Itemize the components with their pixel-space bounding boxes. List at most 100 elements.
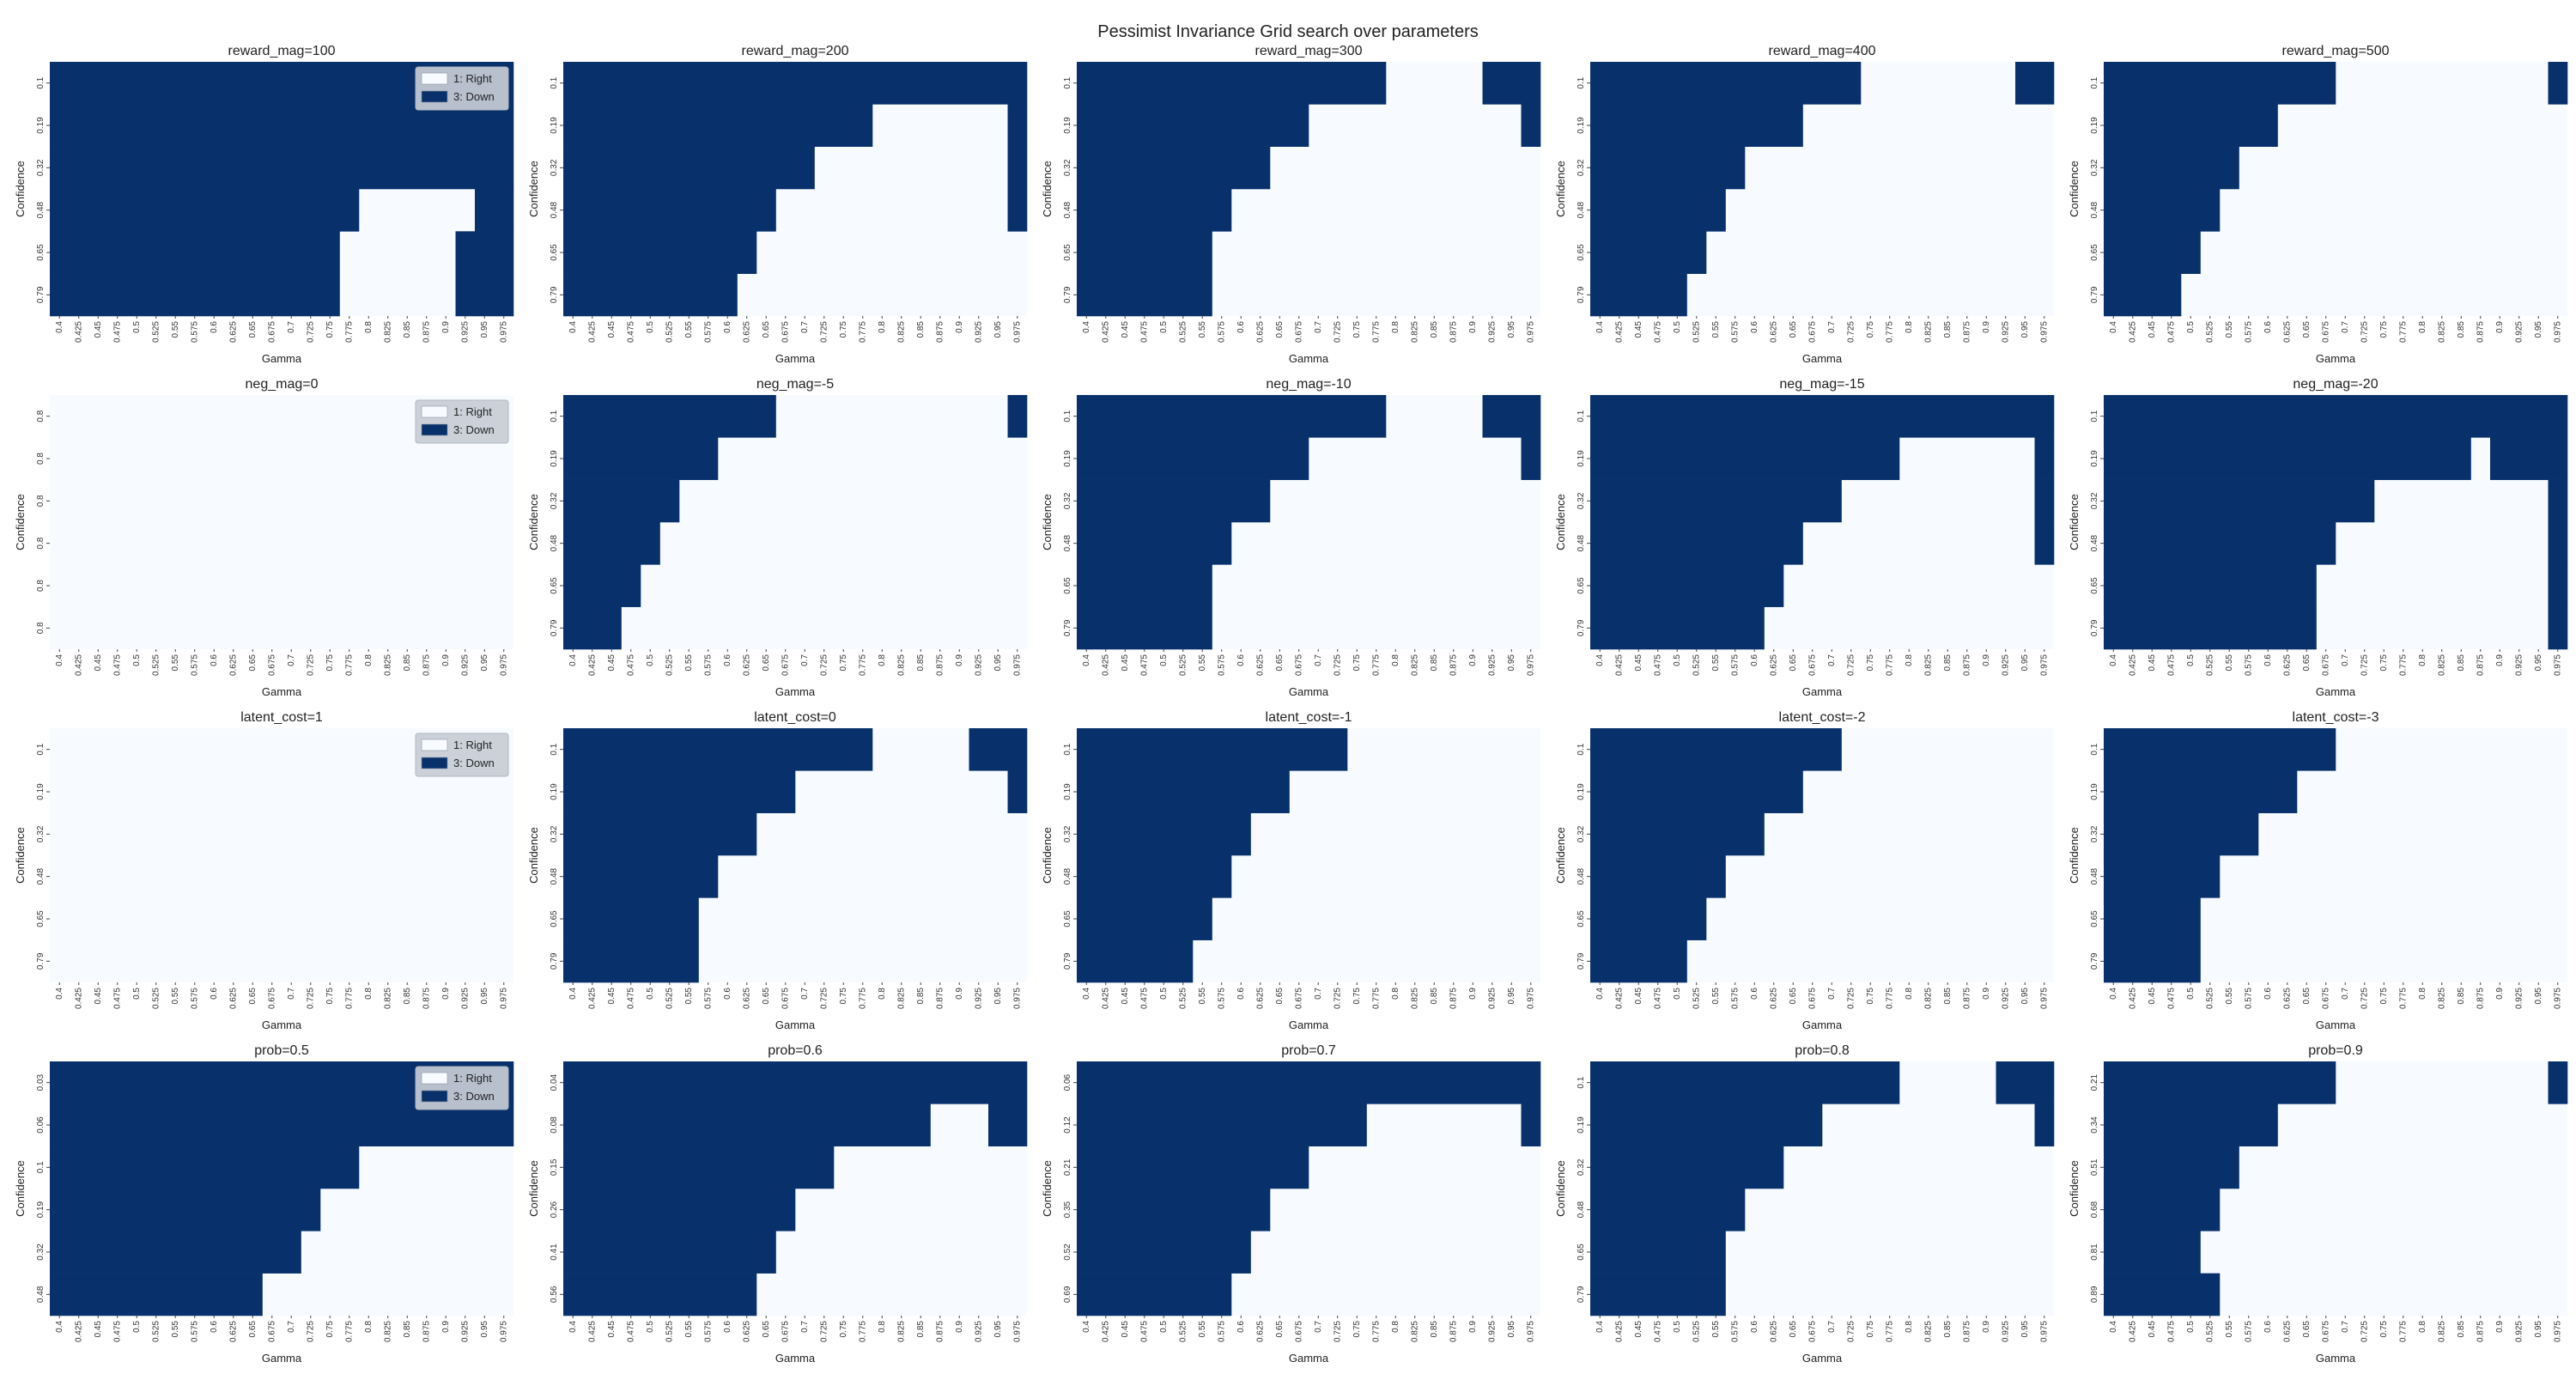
x-tick-label: 0.875 [2476, 988, 2485, 1009]
x-tick-label: 0.9 [1982, 654, 1991, 666]
x-tick-label: 0.825 [1410, 988, 1419, 1009]
y-tick-label: 0.32 [2090, 159, 2099, 176]
y-tick-label: 0.35 [1063, 1201, 1072, 1218]
x-tick-label: 0.45 [94, 1321, 103, 1338]
heatmap-cell-down [1590, 1103, 1823, 1146]
heatmap-cell-down [563, 1103, 931, 1146]
x-tick-label: 0.575 [1217, 654, 1226, 676]
x-tick-label: 0.85 [1430, 321, 1439, 338]
y-tick-label: 0.79 [1577, 1286, 1586, 1303]
x-tick-label: 0.725 [2360, 321, 2369, 343]
y-tick-label: 0.81 [2090, 1243, 2099, 1261]
x-tick-label: 0.8 [1391, 1321, 1400, 1333]
heatmap-cell-down [2104, 104, 2278, 147]
heatmap-cell-down [1590, 1273, 1726, 1316]
x-tick-label: 0.425 [1101, 988, 1110, 1009]
x-tick-label: 0.5 [646, 654, 655, 666]
x-axis-label: Gamma [262, 352, 302, 365]
y-axis-label: Confidence [1554, 161, 1567, 217]
y-tick-label: 0.32 [1577, 159, 1586, 176]
x-tick-label: 0.75 [1352, 654, 1362, 672]
x-tick-label: 0.975 [499, 654, 508, 676]
x-tick-label: 0.45 [607, 1321, 617, 1338]
heatmap-cell-down [563, 564, 641, 607]
x-tick-label: 0.875 [2476, 1321, 2485, 1342]
heatmap-cell-down [563, 728, 873, 771]
x-tick-label: 0.475 [1139, 654, 1149, 676]
y-tick-label: 0.52 [1063, 1243, 1072, 1261]
y-tick-label: 0.26 [550, 1201, 559, 1218]
x-tick-label: 0.9 [955, 321, 964, 333]
heatmap-cell-down [563, 1231, 776, 1274]
heatmap-cell-down [1077, 939, 1194, 983]
x-axis-label: Gamma [775, 1352, 816, 1365]
x-tick-label: 0.725 [306, 1321, 315, 1342]
x-tick-label: 0.75 [1352, 1321, 1362, 1338]
x-tick-label: 0.475 [626, 321, 635, 343]
y-tick-label: 0.06 [1063, 1073, 1072, 1091]
y-tick-label: 0.04 [550, 1073, 559, 1091]
heatmap-cell-down [1077, 897, 1212, 940]
x-tick-label: 0.95 [993, 988, 1003, 1005]
heatmap-cell-down [2104, 522, 2336, 565]
x-tick-label: 0.975 [1526, 988, 1535, 1009]
x-tick-label: 0.8 [364, 988, 374, 1000]
y-tick-label: 0.79 [2090, 619, 2099, 636]
heatmap-cell-down [1590, 1189, 1746, 1231]
x-tick-label: 0.7 [2341, 988, 2350, 1000]
heatmap-cell-down [2104, 897, 2201, 940]
x-tick-label: 0.4 [2109, 321, 2118, 333]
x-tick-label: 0.7 [1314, 321, 1323, 333]
y-tick-label: 0.19 [1063, 450, 1072, 467]
y-tick-label: 0.79 [36, 286, 46, 303]
x-tick-label: 0.75 [1866, 321, 1875, 338]
panel-title: neg_mag=-10 [1266, 377, 1351, 392]
x-tick-label: 0.825 [896, 321, 906, 343]
x-tick-label: 0.55 [1711, 1321, 1721, 1338]
x-tick-label: 0.625 [742, 654, 751, 676]
y-tick-label: 0.1 [1577, 1076, 1586, 1088]
x-axis-label: Gamma [1289, 685, 1329, 698]
x-tick-label: 0.475 [626, 1321, 635, 1342]
x-tick-label: 0.65 [2302, 654, 2312, 672]
x-tick-label: 0.575 [2244, 988, 2253, 1009]
panel-title: prob=0.8 [1795, 1043, 1850, 1058]
x-tick-label: 0.8 [1905, 1321, 1914, 1333]
x-tick-label: 0.5 [2186, 1321, 2196, 1333]
x-tick-label: 0.55 [2225, 321, 2234, 338]
y-tick-label: 0.1 [550, 76, 559, 88]
x-tick-label: 0.5 [1673, 654, 1682, 666]
x-tick-label: 0.975 [1012, 654, 1022, 676]
y-tick-label: 0.79 [550, 286, 559, 303]
panel-title: latent_cost=-3 [2293, 710, 2379, 725]
y-tick-label: 0.79 [1063, 619, 1072, 636]
y-tick-label: 0.34 [2090, 1116, 2099, 1134]
heatmap-cell-down [1077, 606, 1212, 650]
heatmap-cell-down [455, 273, 514, 317]
x-tick-label: 0.4 [1595, 321, 1605, 333]
y-tick-label: 0.1 [550, 743, 559, 755]
x-tick-label: 0.775 [2398, 988, 2408, 1009]
x-tick-label: 0.65 [1789, 321, 1798, 338]
x-tick-label: 0.75 [1866, 988, 1875, 1005]
heatmap-cell-down [1077, 564, 1212, 607]
y-tick-label: 0.32 [1577, 492, 1586, 509]
heatmap-cell-down [2015, 62, 2055, 105]
x-tick-label: 0.475 [1139, 321, 1149, 343]
x-tick-label: 0.925 [460, 1321, 470, 1342]
x-tick-label: 0.45 [94, 654, 103, 672]
legend-label: 3: Down [453, 757, 495, 769]
x-tick-label: 0.6 [1236, 321, 1246, 333]
x-tick-label: 0.575 [703, 654, 713, 676]
x-tick-label: 0.65 [1789, 988, 1798, 1005]
y-tick-label: 0.41 [550, 1243, 559, 1261]
x-tick-label: 0.775 [858, 988, 867, 1009]
y-axis-label: Confidence [1041, 1160, 1054, 1217]
x-tick-label: 0.6 [1750, 654, 1759, 666]
y-tick-label: 0.79 [550, 952, 559, 970]
heatmap-cell-down [1590, 62, 1862, 105]
x-tick-label: 0.925 [2001, 1321, 2010, 1342]
x-tick-label: 0.65 [248, 654, 258, 672]
heatmap-cell-down [50, 146, 514, 190]
heatmap-cell-down [2104, 770, 2298, 813]
